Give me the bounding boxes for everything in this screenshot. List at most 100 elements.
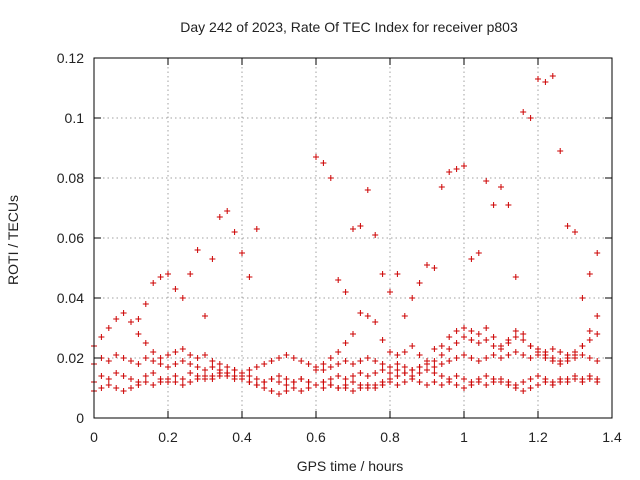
series-satellite-b [91,346,601,376]
data-point [453,340,460,346]
data-point [172,379,179,385]
data-point [505,202,512,208]
data-point [357,223,364,229]
data-point [128,385,134,391]
data-point [542,355,549,361]
data-point [557,361,564,367]
data-point [490,352,497,358]
axis-ticks: 0 0.2 0.4 0.6 0.8 1 1.2 1.4 0 0.02 0.04 0.06 0.08 0.1… [57,50,622,445]
data-point [276,391,282,397]
data-point [535,76,541,82]
data-point [320,160,327,166]
data-point [165,352,171,358]
data-point [401,379,408,385]
data-point [216,373,223,379]
data-point [401,364,408,370]
data-point [557,379,564,385]
data-point [387,364,393,370]
data-point [438,343,445,349]
data-point [505,382,512,388]
data-point [150,349,157,355]
data-point [327,355,334,361]
data-point [438,373,445,379]
data-point [372,382,379,388]
data-point [461,385,467,391]
data-point [453,355,460,361]
x-tick-label: 1.2 [528,429,548,445]
data-point [194,247,201,253]
data-point [453,382,460,388]
data-point [350,331,356,337]
data-point [113,385,120,391]
data-point [431,379,438,385]
data-point [298,376,305,382]
data-point [586,373,593,379]
data-point [216,214,223,220]
data-point [350,379,356,385]
data-point [483,337,490,343]
data-point [431,346,438,352]
data-point [357,310,364,316]
data-point [527,343,534,349]
data-point [557,148,564,154]
data-point [253,226,260,232]
data-point [542,379,549,385]
data-point [165,364,171,370]
data-point [438,361,445,367]
data-point [468,337,475,343]
data-point [586,355,593,361]
data-point [520,337,527,343]
data-point [579,295,586,301]
data-point [483,325,490,331]
x-tick-label: 0.6 [306,429,326,445]
data-point [179,295,186,301]
data-point [172,361,179,367]
data-point [394,352,401,358]
data-point [194,376,201,382]
data-point [498,355,504,361]
data-point [350,361,356,367]
data-point [261,379,268,385]
data-point [283,382,290,388]
data-point [512,334,519,340]
data-point [416,364,423,370]
data-point [120,388,127,394]
data-point [157,355,164,361]
data-point [364,355,371,361]
data-point [512,328,519,334]
data-point [142,301,149,307]
series-satellite-f [313,310,601,373]
data-point [586,328,593,334]
data-point [468,328,475,334]
data-point [172,373,179,379]
data-point [409,295,416,301]
data-point [475,376,482,382]
data-point [379,379,386,385]
data-point [142,373,149,379]
data-point [327,382,334,388]
data-point [320,385,327,391]
data-point [475,250,482,256]
data-point [246,379,253,385]
data-point [549,346,556,352]
data-point [527,355,534,361]
data-point [498,379,504,385]
x-tick-label: 0.2 [158,429,178,445]
data-point [283,376,290,382]
data-point [342,358,349,364]
x-tick-label: 1.4 [602,429,622,445]
data-point [290,355,297,361]
data-point [120,310,127,316]
data-point [246,274,253,280]
data-point [416,352,423,358]
data-point [535,373,541,379]
data-point [224,208,231,214]
data-point [549,382,556,388]
data-point [135,316,142,322]
data-point [431,370,438,376]
data-point [446,358,453,364]
data-point [461,352,467,358]
data-point [187,379,194,385]
data-point [335,277,342,283]
data-point [246,367,253,373]
